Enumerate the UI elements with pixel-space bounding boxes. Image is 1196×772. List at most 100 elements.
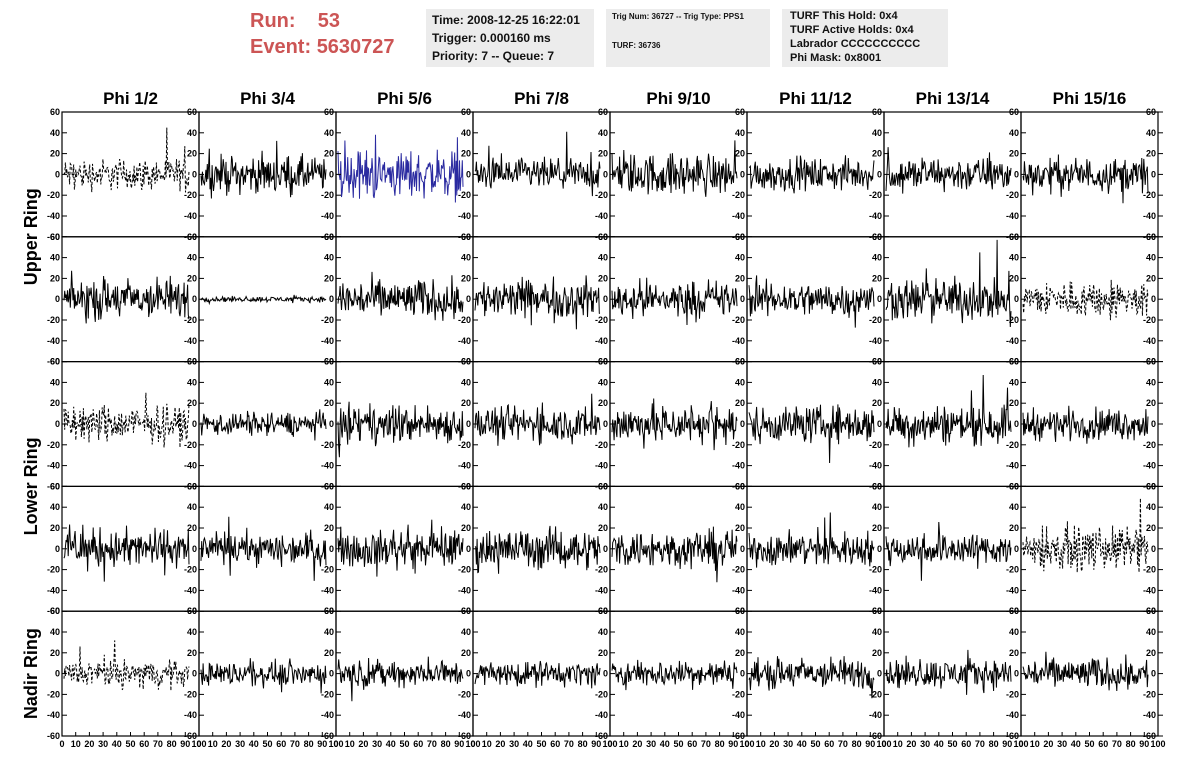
y-tick-label: -40 [184, 211, 197, 221]
ring-label: Upper Ring [21, 188, 41, 285]
y-tick-label: 60 [187, 481, 197, 491]
x-tick-label: 10 [208, 739, 218, 749]
y-tick-label: -20 [458, 689, 471, 699]
y-tick-label: 60 [872, 107, 882, 117]
x-tick-label: 50 [673, 739, 683, 749]
y-tick-label: -60 [595, 232, 608, 242]
y-tick-label: 40 [598, 128, 608, 138]
x-tick-label: 80 [167, 739, 177, 749]
waveform-trace [474, 275, 601, 330]
y-tick-label: 20 [461, 149, 471, 159]
trig-num-text: Trig Num: 36727 -- Trig Type: PPS1 [612, 12, 744, 21]
event-value: 5630727 [316, 36, 395, 58]
turf-info-box: TURF This Hold: 0x4 TURF Active Holds: 0… [782, 9, 948, 67]
y-tick-label: -40 [595, 461, 608, 471]
y-tick-label: 60 [598, 107, 608, 117]
y-tick-label: 0 [1151, 669, 1156, 679]
waveform-trace [337, 656, 464, 702]
y-tick-label: 60 [187, 606, 197, 616]
y-tick-label: 20 [187, 648, 197, 658]
y-tick-label: -40 [458, 461, 471, 471]
y-tick-label: -20 [595, 440, 608, 450]
waveform-trace [1022, 498, 1149, 573]
y-tick-label: 40 [50, 377, 60, 387]
y-tick-label: 60 [735, 357, 745, 367]
waveform-trace [611, 277, 738, 326]
y-tick-label: 0 [55, 294, 60, 304]
y-tick-label: -60 [732, 232, 745, 242]
y-tick-label: 20 [324, 398, 334, 408]
y-tick-label: 0 [55, 669, 60, 679]
event-row: Event: 5630727 [250, 34, 395, 60]
waveform-trace [749, 155, 875, 194]
y-tick-label: -40 [595, 336, 608, 346]
y-tick-label: 20 [1146, 648, 1156, 658]
y-tick-label: 20 [872, 149, 882, 159]
y-tick-label: 40 [1009, 627, 1019, 637]
y-tick-label: -60 [47, 232, 60, 242]
y-tick-label: -40 [732, 461, 745, 471]
y-tick-label: -40 [869, 461, 882, 471]
x-tick-label: 50 [947, 739, 957, 749]
y-tick-label: 60 [461, 232, 471, 242]
y-tick-label: -60 [458, 606, 471, 616]
y-tick-label: 0 [1151, 419, 1156, 429]
column-header: Phi 11/12 [779, 89, 852, 108]
y-tick-label: 60 [872, 232, 882, 242]
y-tick-label: -40 [184, 461, 197, 471]
y-tick-label: -60 [1143, 232, 1156, 242]
x-tick-label: 30 [1057, 739, 1067, 749]
x-tick-label: 30 [509, 739, 519, 749]
waveform-trace [1022, 405, 1149, 444]
waveform-trace [885, 147, 1012, 194]
y-tick-label: 40 [598, 502, 608, 512]
priority-text: Priority: 7 -- Queue: 7 [432, 49, 555, 63]
y-tick-label: -60 [732, 606, 745, 616]
y-tick-label: 20 [598, 648, 608, 658]
waveform-trace [337, 271, 464, 321]
x-tick-label: 80 [304, 739, 314, 749]
y-tick-label: 40 [187, 128, 197, 138]
y-tick-label: -60 [47, 357, 60, 367]
x-tick-label: 0 [470, 739, 475, 749]
x-tick-label: 100 [465, 739, 480, 749]
y-tick-label: 0 [1014, 419, 1019, 429]
y-tick-label: -20 [47, 689, 60, 699]
y-tick-label: -60 [184, 606, 197, 616]
y-tick-label: -60 [1143, 357, 1156, 367]
x-tick-label: 60 [1098, 739, 1108, 749]
y-tick-label: 60 [461, 606, 471, 616]
waveform-trace [611, 526, 738, 583]
y-tick-label: -60 [732, 731, 745, 741]
x-tick-label: 10 [756, 739, 766, 749]
y-tick-label: 0 [877, 544, 882, 554]
x-tick-label: 20 [1043, 739, 1053, 749]
waveform-trace [337, 519, 464, 577]
x-tick-label: 70 [1112, 739, 1122, 749]
x-tick-label: 10 [619, 739, 629, 749]
y-tick-label: 20 [735, 523, 745, 533]
y-tick-label: -20 [1006, 190, 1019, 200]
y-tick-label: 0 [1014, 169, 1019, 179]
y-tick-label: 20 [324, 523, 334, 533]
waveform-trace [337, 401, 464, 458]
y-tick-label: 60 [461, 357, 471, 367]
y-tick-label: -60 [732, 357, 745, 367]
y-tick-label: -20 [1006, 315, 1019, 325]
y-tick-label: 60 [461, 107, 471, 117]
y-tick-label: -60 [321, 357, 334, 367]
x-tick-label: 20 [632, 739, 642, 749]
x-tick-label: 100 [1150, 739, 1165, 749]
y-tick-label: 20 [50, 648, 60, 658]
y-tick-label: 0 [329, 294, 334, 304]
waveform-trace [885, 239, 1012, 328]
y-tick-label: -60 [869, 606, 882, 616]
y-tick-label: -20 [1006, 565, 1019, 575]
y-tick-label: 60 [1146, 232, 1156, 242]
x-tick-label: 70 [838, 739, 848, 749]
waveform-trace [200, 658, 327, 694]
y-tick-label: 40 [872, 253, 882, 263]
y-tick-label: 40 [187, 253, 197, 263]
y-tick-label: -20 [732, 190, 745, 200]
y-tick-label: 0 [740, 294, 745, 304]
